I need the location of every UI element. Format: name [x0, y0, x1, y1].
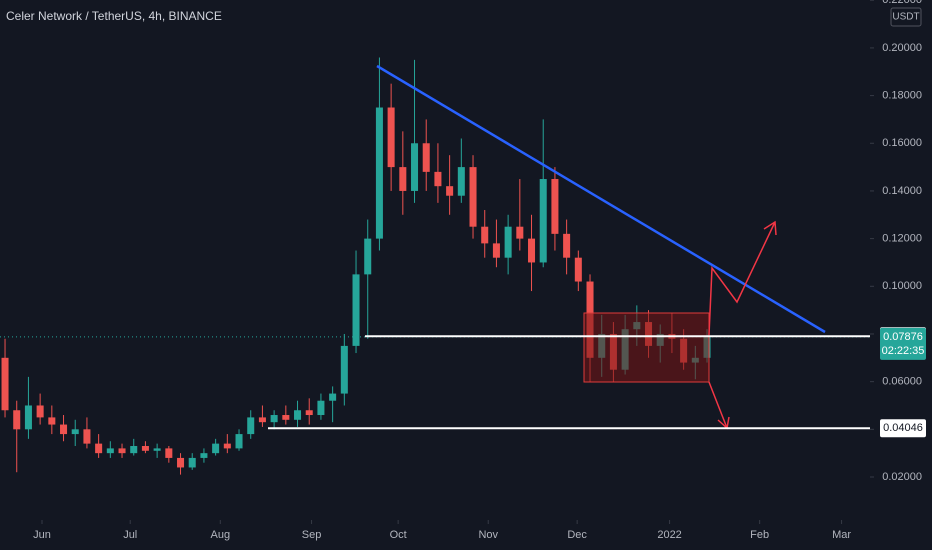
candle-body — [446, 186, 454, 196]
candle-body — [411, 143, 419, 191]
candle-body — [294, 410, 302, 420]
x-tick-label: Mar — [832, 529, 851, 541]
candle-body — [118, 448, 126, 454]
y-tick-label: 0.22000 — [882, 0, 922, 6]
candle-body — [469, 167, 477, 227]
candle-body — [539, 179, 547, 263]
candle-body — [364, 238, 372, 275]
x-tick-label: Sep — [302, 529, 322, 541]
last-price-label: 0.07876 — [883, 331, 923, 343]
candle-body — [36, 405, 44, 418]
range-box — [583, 312, 710, 383]
candle-body — [24, 405, 32, 430]
y-tick-label: 0.06000 — [882, 376, 922, 388]
candle-body — [141, 446, 149, 451]
candle-body — [528, 238, 536, 263]
candle-body — [375, 107, 383, 239]
candle-body — [563, 233, 571, 258]
projection-up — [708, 221, 776, 336]
candle-body — [492, 243, 500, 258]
candle-body — [235, 434, 243, 449]
x-tick-label: Aug — [211, 529, 231, 541]
candle-body — [1, 357, 9, 411]
candle-body — [153, 448, 161, 451]
currency: USDT — [892, 12, 919, 23]
candle-body — [83, 429, 91, 444]
projection-down — [708, 381, 728, 429]
candle-body — [551, 179, 559, 234]
candle-body — [422, 143, 430, 172]
candle-body — [270, 415, 278, 423]
candle-body — [282, 415, 290, 420]
y-tick-label: 0.02000 — [882, 471, 922, 483]
candle-body — [48, 417, 56, 425]
y-tick-label: 0.16000 — [882, 137, 922, 149]
x-tick-label: Jun — [33, 529, 51, 541]
candle-body — [106, 448, 114, 454]
y-tick-label: 0.12000 — [882, 233, 922, 245]
candle-body — [504, 226, 512, 258]
last-price-box — [880, 327, 926, 360]
candle-body — [165, 448, 173, 458]
candle-body — [247, 417, 255, 435]
candle-body — [340, 345, 348, 394]
chart-title: Celer Network / TetherUS, 4h, BINANCE — [6, 9, 222, 23]
candle-body — [574, 257, 582, 282]
candle-body — [387, 107, 395, 168]
currency-box — [890, 7, 922, 27]
level-label-box — [880, 419, 926, 438]
level-label: 0.04046 — [883, 422, 923, 434]
x-tick-label: Nov — [478, 529, 498, 541]
candle-body — [95, 443, 103, 454]
candle-body — [212, 443, 220, 454]
candle-body — [329, 393, 337, 401]
candle-body — [434, 171, 442, 187]
candle-body — [399, 167, 407, 191]
y-tick-label: 0.18000 — [882, 89, 922, 101]
y-tick-label: 0.10000 — [882, 280, 922, 292]
candle-body — [481, 226, 489, 244]
candle-body — [258, 417, 266, 423]
candle-body — [71, 429, 79, 435]
candle-body — [177, 457, 185, 468]
candle-body — [200, 453, 208, 458]
y-tick-label: 0.20000 — [882, 42, 922, 54]
candle-body — [188, 457, 196, 468]
candle-body — [516, 226, 524, 239]
x-tick-label: Feb — [750, 529, 769, 541]
candle-body — [130, 446, 138, 454]
x-tick-label: 2022 — [657, 529, 681, 541]
candle-body — [317, 400, 325, 416]
candle-body — [13, 410, 21, 430]
arrow-head — [763, 220, 777, 236]
countdown: 02:22:35 — [882, 345, 925, 357]
trend-line — [376, 64, 826, 334]
x-tick-label: Oct — [390, 529, 407, 541]
x-tick-label: Jul — [123, 529, 137, 541]
candle-body — [305, 410, 313, 416]
candle-body — [60, 424, 68, 435]
candle-body — [457, 167, 465, 196]
candle-body — [223, 443, 231, 449]
x-tick-label: Dec — [567, 529, 587, 541]
y-tick-label: 0.14000 — [882, 185, 922, 197]
candle-body — [352, 274, 360, 346]
